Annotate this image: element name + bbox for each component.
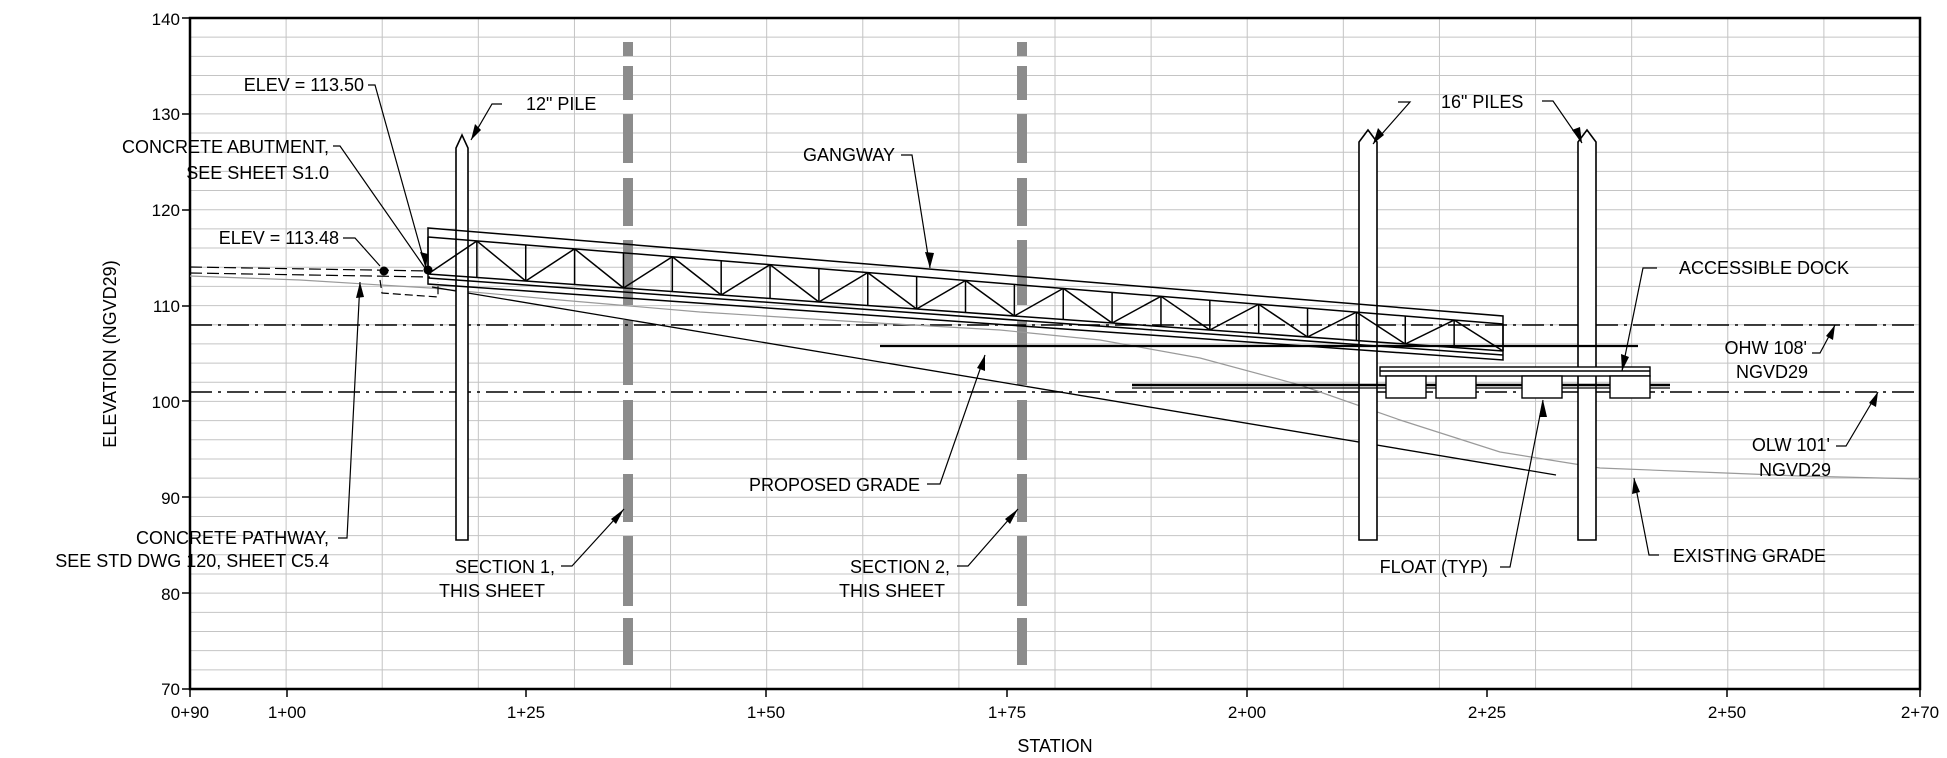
label-12-inch-pile: 12" PILE (526, 94, 596, 114)
truss-diagonal (1258, 303, 1308, 338)
x-tick-5: 2+00 (1228, 703, 1266, 722)
x-tick-0: 0+90 (171, 703, 209, 722)
x-axis-ticks (189, 689, 1921, 697)
concrete-abutment (379, 279, 439, 298)
label-concrete-pathway-2: SEE STD DWG 120, SHEET C5.4 (55, 551, 329, 571)
truss-diagonal (1307, 311, 1357, 338)
leader-arrows (356, 124, 1878, 524)
truss-diagonal (623, 256, 673, 289)
truss-diagonal (769, 264, 820, 303)
x-tick-4: 1+75 (988, 703, 1026, 722)
truss-diagonal (1111, 295, 1162, 324)
x-tick-6: 2+25 (1468, 703, 1506, 722)
x-tick-3: 1+50 (747, 703, 785, 722)
label-section-1-a: SECTION 1, (455, 557, 555, 577)
gangway-truss (427, 227, 1504, 361)
y-tick-110: 110 (153, 297, 180, 316)
label-proposed-grade: PROPOSED GRADE (749, 475, 920, 495)
label-section-2-b: THIS SHEET (839, 581, 945, 601)
truss-diagonal (916, 279, 966, 310)
x-tick-8: 2+70 (1901, 703, 1939, 722)
float (1435, 375, 1477, 399)
truss-diagonal (525, 248, 576, 282)
label-section-1-b: THIS SHEET (439, 581, 545, 601)
existing-grade-line (189, 275, 1921, 480)
concrete-pathway (189, 266, 431, 278)
elev-point-pathway (379, 266, 389, 276)
y-tick-130: 130 (152, 105, 180, 124)
label-olw-2: NGVD29 (1759, 460, 1831, 480)
label-concrete-pathway-1: CONCRETE PATHWAY, (136, 528, 329, 548)
float (1385, 375, 1427, 399)
label-concrete-abutment-2: SEE SHEET S1.0 (186, 163, 329, 183)
x-axis-title: STATION (1017, 736, 1092, 756)
y-tick-100: 100 (152, 393, 180, 412)
pile-16-inch-left (1358, 128, 1378, 541)
y-tick-80: 80 (161, 585, 180, 604)
truss-diagonal (476, 240, 527, 282)
label-16-inch-piles: 16" PILES (1441, 92, 1523, 112)
truss-diagonal (1404, 319, 1455, 345)
truss-diagonal (427, 240, 478, 275)
label-elev-top: ELEV = 113.50 (244, 75, 364, 95)
plot-frame (188, 16, 1922, 691)
x-tick-1: 1+00 (268, 703, 306, 722)
x-tick-7: 2+50 (1708, 703, 1746, 722)
truss-diagonal (867, 271, 918, 310)
truss-diagonal (720, 264, 771, 296)
y-tick-90: 90 (161, 489, 180, 508)
label-ohw-2: NGVD29 (1736, 362, 1808, 382)
float (1609, 375, 1651, 399)
truss-diagonal (1160, 295, 1211, 331)
label-ohw-1: OHW 108' (1725, 338, 1807, 358)
truss-diagonal (1355, 311, 1406, 345)
truss-diagonal (818, 271, 869, 303)
float (1521, 375, 1563, 399)
y-tick-140: 140 (152, 10, 180, 29)
truss-diagonal (965, 279, 1015, 317)
y-axis-ticks (182, 17, 190, 690)
pile-12-inch (455, 133, 469, 541)
label-elev-bottom: ELEV = 113.48 (219, 228, 339, 248)
truss-diagonal (574, 248, 624, 289)
label-gangway: GANGWAY (803, 145, 895, 165)
grid (189, 17, 1921, 690)
truss-diagonal (1209, 303, 1260, 331)
label-olw-1: OLW 101' (1752, 435, 1830, 455)
pile-16-inch-right (1577, 128, 1597, 541)
truss-diagonal (1013, 287, 1064, 317)
y-tick-120: 120 (152, 201, 180, 220)
truss-diagonal (671, 256, 722, 296)
label-concrete-abutment-1: CONCRETE ABUTMENT, (122, 137, 329, 157)
label-accessible-dock: ACCESSIBLE DOCK (1679, 258, 1849, 278)
accessible-dock (1132, 366, 1670, 399)
label-section-2-a: SECTION 2, (850, 557, 950, 577)
truss-diagonal (1062, 287, 1113, 324)
y-tick-70: 70 (161, 680, 180, 699)
label-existing-grade: EXISTING GRADE (1673, 546, 1826, 566)
label-float-typ: FLOAT (TYP) (1380, 557, 1488, 577)
x-tick-2: 1+25 (507, 703, 545, 722)
y-axis-title: ELEVATION (NGVD29) (100, 260, 120, 447)
